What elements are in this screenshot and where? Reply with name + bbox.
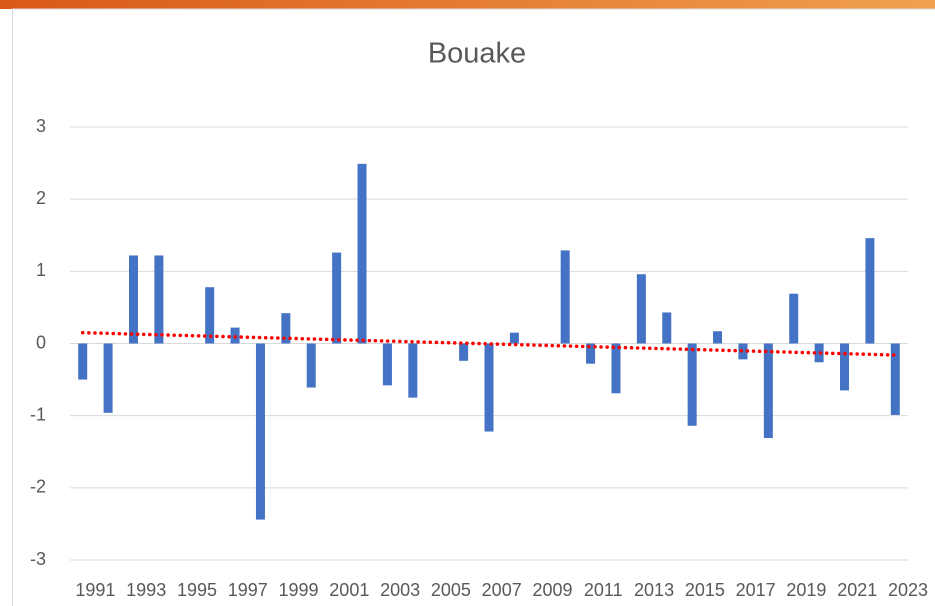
- bar: [687, 343, 697, 426]
- bar: [281, 313, 291, 344]
- bar: [103, 343, 113, 413]
- x-tick-label: 2011: [584, 580, 623, 600]
- y-tick-label: 0: [36, 332, 46, 352]
- x-tick-label: 2013: [634, 580, 674, 600]
- bar: [890, 343, 900, 415]
- bar: [459, 343, 469, 361]
- x-tick-label: 1999: [279, 580, 319, 600]
- x-tick-label: 2003: [380, 580, 420, 600]
- bar: [611, 343, 621, 394]
- bar: [789, 293, 799, 344]
- bar: [763, 343, 773, 439]
- bar: [662, 312, 672, 344]
- x-tick-label: 2009: [532, 580, 572, 600]
- x-tick-label: 2023: [888, 580, 928, 600]
- bar: [128, 255, 138, 344]
- bar: [865, 238, 875, 344]
- x-tick-label: 2007: [482, 580, 522, 600]
- y-tick-label: 3: [36, 116, 46, 136]
- x-tick-label: 1995: [177, 580, 217, 600]
- bar: [154, 255, 164, 344]
- x-tick-label: 2001: [329, 580, 369, 600]
- bar: [332, 252, 342, 344]
- bar: [586, 343, 596, 364]
- bar: [560, 250, 570, 344]
- chart-title: Bouake: [428, 38, 526, 70]
- y-tick-label: -1: [30, 404, 46, 424]
- bar: [306, 343, 316, 388]
- bar: [78, 343, 88, 380]
- bar: [484, 343, 494, 432]
- bar: [205, 287, 215, 344]
- bar: [636, 274, 646, 344]
- bar: [713, 331, 723, 344]
- y-tick-label: 1: [36, 260, 46, 280]
- x-tick-label: 2005: [431, 580, 471, 600]
- x-tick-label: 1991: [75, 580, 115, 600]
- x-tick-label: 2021: [837, 580, 877, 600]
- x-tick-label: 1993: [126, 580, 166, 600]
- bar: [255, 343, 265, 520]
- y-tick-label: -3: [30, 549, 46, 569]
- bar: [357, 163, 367, 344]
- x-tick-label: 2019: [786, 580, 826, 600]
- trend-line: [80, 330, 898, 357]
- x-tick-label: 2015: [685, 580, 725, 600]
- bar: [509, 332, 519, 344]
- y-tick-label: -2: [30, 477, 46, 497]
- top-banner: [0, 0, 935, 9]
- bar: [840, 343, 850, 391]
- x-tick-label: 1997: [228, 580, 268, 600]
- x-tick-label: 2017: [736, 580, 776, 600]
- chart-frame: [12, 8, 935, 606]
- y-tick-label: 2: [36, 188, 46, 208]
- bar: [382, 343, 392, 386]
- bar: [408, 343, 418, 398]
